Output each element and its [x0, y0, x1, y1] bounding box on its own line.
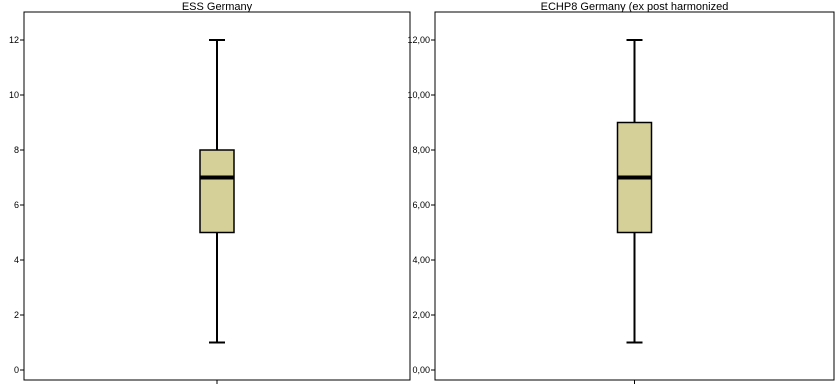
y-tick-label: 12	[9, 35, 19, 45]
y-tick-label: 0	[14, 365, 19, 375]
y-tick-label: 8	[14, 145, 19, 155]
y-tick-label: 0,00	[412, 365, 430, 375]
iqr-box	[199, 149, 235, 234]
y-tick-label: 4	[14, 255, 19, 265]
y-tick-label: 12,00	[407, 35, 430, 45]
y-tick-label: 2	[14, 310, 19, 320]
chart-panel-2: ECHP8 Germany (ex post harmonized 0,00 2,0…	[407, 1, 835, 384]
chart-title: ESS Germany	[182, 1, 253, 13]
y-tick-label: 10,00	[407, 90, 430, 100]
y-tick-label: 6,00	[412, 200, 430, 210]
chart-title: ECHP8 Germany (ex post harmonized	[541, 1, 729, 13]
chart-panel-1: ESS Germany 0 2 4 6 8 10 12	[9, 1, 411, 384]
y-tick-label: 10	[9, 90, 19, 100]
y-tick-label: 2,00	[412, 310, 430, 320]
y-tick-label: 6	[14, 200, 19, 210]
y-tick-label: 4,00	[412, 255, 430, 265]
y-tick-label: 8,00	[412, 145, 430, 155]
